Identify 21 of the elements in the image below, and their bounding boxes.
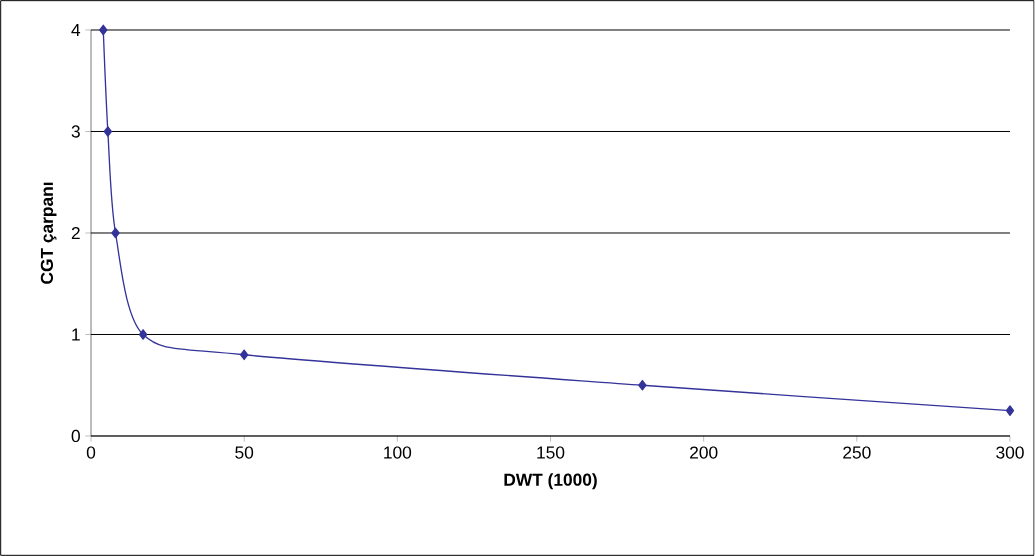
- point: [638, 379, 647, 391]
- x-tick-label: 250: [843, 446, 871, 459]
- point: [1005, 405, 1015, 416]
- y-tick-label: 2: [71, 226, 80, 240]
- x-tick-label: 100: [384, 446, 412, 459]
- point: [103, 126, 113, 137]
- x-tick-label: 300: [996, 446, 1024, 459]
- x-tick-label: 200: [690, 446, 718, 459]
- point: [111, 227, 120, 239]
- y-tick-label: 3: [71, 125, 80, 138]
- y-axis-title: CGT çarpanı: [40, 182, 57, 284]
- point: [138, 329, 148, 340]
- y-tick-label: 4: [71, 24, 81, 36]
- y-tick-label: 0: [71, 429, 80, 443]
- point: [99, 24, 108, 36]
- y-tick-label: 1: [72, 328, 80, 341]
- x-tick-label: 0: [86, 446, 96, 459]
- x-axis-title: DWT (1000): [504, 473, 597, 490]
- x-tick-label: 150: [537, 446, 565, 459]
- x-tick-label: 50: [235, 446, 254, 459]
- point: [240, 349, 249, 361]
